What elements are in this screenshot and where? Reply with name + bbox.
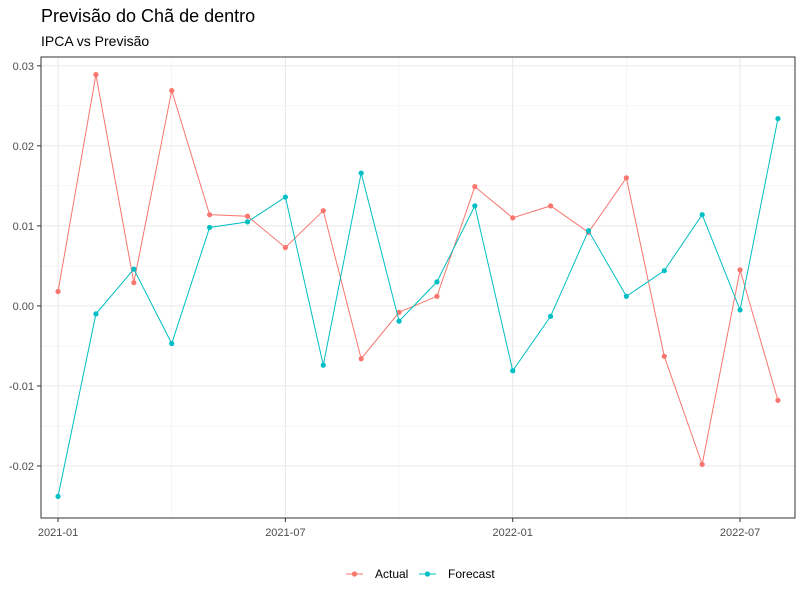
- y-tick-label: 0.03: [13, 61, 34, 73]
- y-tick-label: 0.00: [13, 301, 34, 313]
- data-point-actual: [623, 175, 629, 181]
- legend: Actual Forecast: [346, 567, 495, 581]
- data-point-forecast: [661, 268, 667, 274]
- data-point-forecast: [93, 311, 99, 317]
- data-point-forecast: [434, 279, 440, 285]
- data-point-forecast: [131, 266, 137, 272]
- data-point-forecast: [169, 340, 175, 347]
- data-point-actual: [472, 184, 478, 190]
- data-point-forecast: [548, 313, 554, 319]
- data-point-actual: [55, 288, 61, 295]
- axes: -0.02 -0.01 0.00 0.01 0.02 0.03 2021-01 2021-07…: [9, 61, 760, 539]
- chart-subtitle: IPCA vs Previsão: [41, 33, 150, 49]
- data-point-actual: [169, 88, 175, 94]
- data-point-actual: [396, 309, 402, 315]
- data-point-actual: [775, 397, 781, 403]
- x-tick-label: 2022-01: [493, 527, 533, 539]
- data-point-forecast: [282, 194, 288, 200]
- data-point-forecast: [775, 116, 781, 122]
- series-line-forecast: [57, 118, 779, 497]
- data-point-actual: [510, 215, 516, 221]
- data-point-actual: [131, 280, 137, 286]
- data-point-forecast: [585, 228, 592, 234]
- data-point-forecast: [623, 293, 629, 299]
- grid-lines: [41, 57, 795, 518]
- data-point-actual: [434, 293, 440, 299]
- series-line-actual: [57, 74, 779, 467]
- data-point-forecast: [358, 170, 364, 176]
- data-point-actual: [244, 213, 251, 219]
- y-tick-label: 0.01: [13, 221, 34, 233]
- legend-label-actual: Actual: [375, 567, 408, 581]
- data-point-forecast: [396, 318, 402, 324]
- data-point-forecast: [699, 212, 705, 218]
- data-point-actual: [207, 212, 213, 218]
- data-point-forecast: [320, 362, 326, 368]
- data-point-forecast: [472, 203, 478, 209]
- x-tick-label: 2021-01: [38, 527, 78, 539]
- y-tick-label: -0.02: [9, 461, 34, 473]
- legend-label-forecast: Forecast: [448, 567, 495, 581]
- x-tick-label: 2021-07: [265, 527, 305, 539]
- x-tick-label: 2022-07: [720, 527, 760, 539]
- legend-key-point-forecast: [424, 571, 431, 577]
- data-point-actual: [548, 203, 554, 209]
- data-point-forecast: [207, 224, 213, 231]
- data-point-forecast: [510, 368, 516, 374]
- data-point-actual: [358, 356, 364, 362]
- data-point-actual: [93, 72, 99, 78]
- data-point-forecast: [244, 219, 251, 225]
- data-point-actual: [282, 244, 288, 251]
- data-point-actual: [320, 208, 326, 214]
- series-layer: [55, 72, 781, 499]
- data-point-forecast: [55, 493, 61, 499]
- data-point-actual: [661, 353, 667, 359]
- plot-panel-border: [40, 56, 796, 519]
- y-tick-label: 0.02: [13, 141, 34, 153]
- data-point-forecast: [737, 307, 743, 313]
- legend-key-point-actual: [351, 571, 358, 577]
- data-point-actual: [737, 267, 743, 273]
- data-point-actual: [699, 461, 705, 467]
- chart-title: Previsão do Chã de dentro: [41, 6, 256, 26]
- y-tick-label: -0.01: [9, 381, 34, 393]
